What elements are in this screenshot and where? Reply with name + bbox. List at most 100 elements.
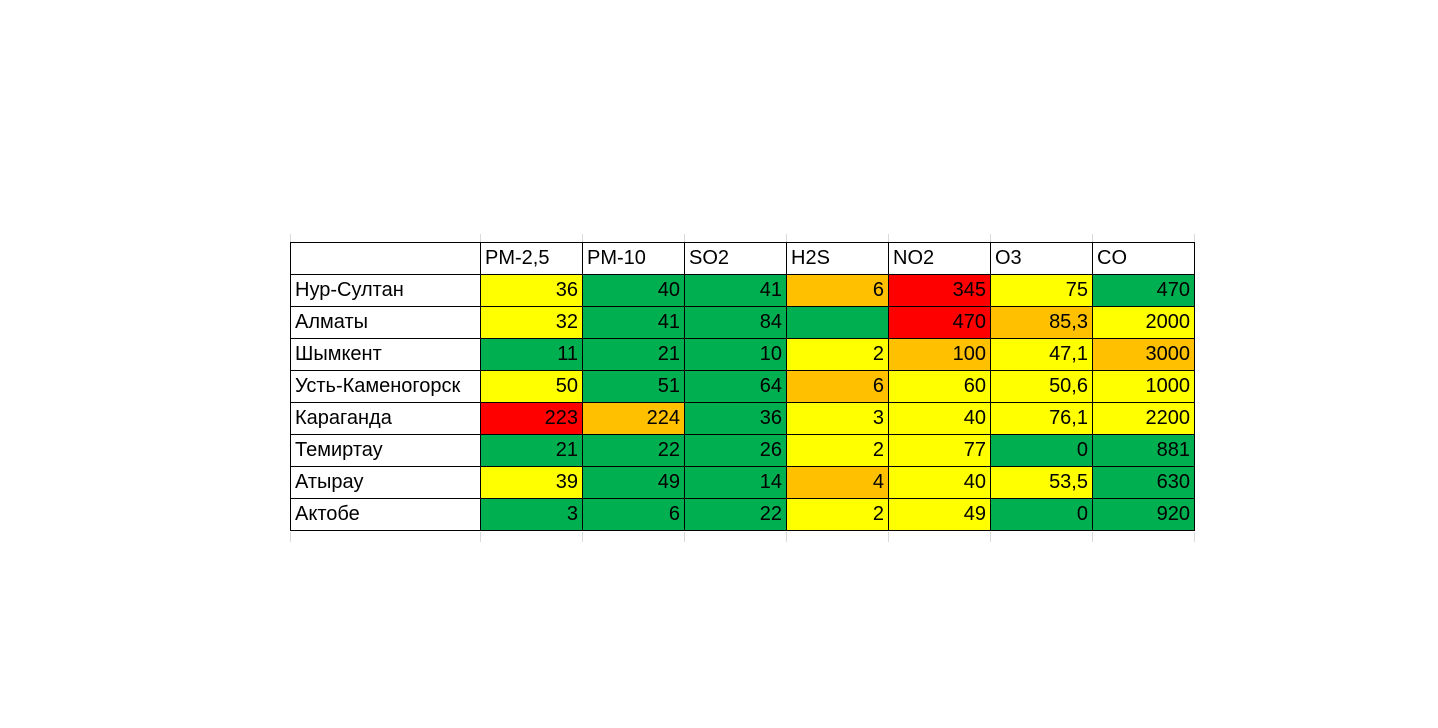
- gridline-stub: [990, 532, 991, 542]
- value-cell[interactable]: 40: [582, 274, 685, 307]
- table-row: Алматы 32 41 84 470 85,3 2000: [290, 306, 1195, 339]
- header-cell-o3[interactable]: O3: [990, 242, 1093, 275]
- value-cell[interactable]: 64: [684, 370, 787, 403]
- value-cell[interactable]: 223: [480, 402, 583, 435]
- city-cell[interactable]: Актобе: [290, 498, 481, 531]
- header-cell-pm25[interactable]: PM-2,5: [480, 242, 583, 275]
- value-cell[interactable]: 920: [1092, 498, 1195, 531]
- gridline-stub: [1194, 234, 1195, 242]
- gridline-stub: [684, 532, 685, 542]
- value-cell[interactable]: 26: [684, 434, 787, 467]
- value-cell[interactable]: 22: [684, 498, 787, 531]
- header-cell-pm10[interactable]: PM-10: [582, 242, 685, 275]
- spreadsheet: PM-2,5 PM-10 SO2 H2S NO2 O3 CO Нур-Султа…: [290, 242, 1195, 531]
- value-cell[interactable]: [786, 306, 889, 339]
- gridline-stub: [1092, 532, 1093, 542]
- value-cell[interactable]: 21: [480, 434, 583, 467]
- value-cell[interactable]: 3: [786, 402, 889, 435]
- gridline-stub: [786, 532, 787, 542]
- value-cell[interactable]: 0: [990, 498, 1093, 531]
- value-cell[interactable]: 11: [480, 338, 583, 371]
- value-cell[interactable]: 470: [1092, 274, 1195, 307]
- value-cell[interactable]: 22: [582, 434, 685, 467]
- gridline-stub: [480, 234, 481, 242]
- gridline-stub: [582, 532, 583, 542]
- value-cell[interactable]: 470: [888, 306, 991, 339]
- city-cell[interactable]: Шымкент: [290, 338, 481, 371]
- value-cell[interactable]: 47,1: [990, 338, 1093, 371]
- header-cell-so2[interactable]: SO2: [684, 242, 787, 275]
- value-cell[interactable]: 36: [684, 402, 787, 435]
- header-row: PM-2,5 PM-10 SO2 H2S NO2 O3 CO: [290, 242, 1195, 275]
- value-cell[interactable]: 77: [888, 434, 991, 467]
- value-cell[interactable]: 36: [480, 274, 583, 307]
- city-cell[interactable]: Темиртау: [290, 434, 481, 467]
- table-row: Шымкент 11 21 10 2 100 47,1 3000: [290, 338, 1195, 371]
- value-cell[interactable]: 60: [888, 370, 991, 403]
- gridline-stub: [1194, 532, 1195, 542]
- gridline-stub: [888, 234, 889, 242]
- value-cell[interactable]: 40: [888, 402, 991, 435]
- city-cell[interactable]: Атырау: [290, 466, 481, 499]
- pollution-table: PM-2,5 PM-10 SO2 H2S NO2 O3 CO Нур-Султа…: [290, 242, 1195, 531]
- value-cell[interactable]: 49: [582, 466, 685, 499]
- value-cell[interactable]: 0: [990, 434, 1093, 467]
- table-body: Нур-Султан 36 40 41 6 345 75 470 Алматы 32 41 84 470…: [290, 274, 1195, 531]
- header-cell-no2[interactable]: NO2: [888, 242, 991, 275]
- value-cell[interactable]: 50: [480, 370, 583, 403]
- value-cell[interactable]: 4: [786, 466, 889, 499]
- value-cell[interactable]: 41: [684, 274, 787, 307]
- value-cell[interactable]: 84: [684, 306, 787, 339]
- gridline-stub: [888, 532, 889, 542]
- gridline-stub: [684, 234, 685, 242]
- value-cell[interactable]: 40: [888, 466, 991, 499]
- gridline-stub: [990, 234, 991, 242]
- value-cell[interactable]: 85,3: [990, 306, 1093, 339]
- table-row: Караганда 223 224 36 3 40 76,1 2200: [290, 402, 1195, 435]
- value-cell[interactable]: 10: [684, 338, 787, 371]
- value-cell[interactable]: 100: [888, 338, 991, 371]
- city-cell[interactable]: Караганда: [290, 402, 481, 435]
- value-cell[interactable]: 2: [786, 498, 889, 531]
- value-cell[interactable]: 3000: [1092, 338, 1195, 371]
- value-cell[interactable]: 2: [786, 434, 889, 467]
- value-cell[interactable]: 49: [888, 498, 991, 531]
- city-cell[interactable]: Алматы: [290, 306, 481, 339]
- gridlines-below: [290, 532, 1195, 542]
- value-cell[interactable]: 6: [582, 498, 685, 531]
- city-cell[interactable]: Нур-Султан: [290, 274, 481, 307]
- value-cell[interactable]: 345: [888, 274, 991, 307]
- gridline-stub: [290, 532, 291, 542]
- header-cell-co[interactable]: CO: [1092, 242, 1195, 275]
- value-cell[interactable]: 32: [480, 306, 583, 339]
- city-cell[interactable]: Усть-Каменогорск: [290, 370, 481, 403]
- value-cell[interactable]: 224: [582, 402, 685, 435]
- gridline-stub: [1092, 234, 1093, 242]
- value-cell[interactable]: 630: [1092, 466, 1195, 499]
- header-cell-h2s[interactable]: H2S: [786, 242, 889, 275]
- value-cell[interactable]: 51: [582, 370, 685, 403]
- value-cell[interactable]: 76,1: [990, 402, 1093, 435]
- table-row: Темиртау 21 22 26 2 77 0 881: [290, 434, 1195, 467]
- value-cell[interactable]: 3: [480, 498, 583, 531]
- value-cell[interactable]: 53,5: [990, 466, 1093, 499]
- table-row: Усть-Каменогорск 50 51 64 6 60 50,6 1000: [290, 370, 1195, 403]
- value-cell[interactable]: 6: [786, 274, 889, 307]
- gridline-stub: [582, 234, 583, 242]
- value-cell[interactable]: 14: [684, 466, 787, 499]
- value-cell[interactable]: 39: [480, 466, 583, 499]
- table-row: Актобе 3 6 22 2 49 0 920: [290, 498, 1195, 531]
- value-cell[interactable]: 2200: [1092, 402, 1195, 435]
- value-cell[interactable]: 50,6: [990, 370, 1093, 403]
- gridlines-above: [290, 234, 1195, 242]
- value-cell[interactable]: 41: [582, 306, 685, 339]
- value-cell[interactable]: 881: [1092, 434, 1195, 467]
- value-cell[interactable]: 75: [990, 274, 1093, 307]
- value-cell[interactable]: 1000: [1092, 370, 1195, 403]
- value-cell[interactable]: 2: [786, 338, 889, 371]
- value-cell[interactable]: 21: [582, 338, 685, 371]
- value-cell[interactable]: 2000: [1092, 306, 1195, 339]
- gridline-stub: [290, 234, 291, 242]
- header-cell-blank[interactable]: [290, 242, 481, 275]
- value-cell[interactable]: 6: [786, 370, 889, 403]
